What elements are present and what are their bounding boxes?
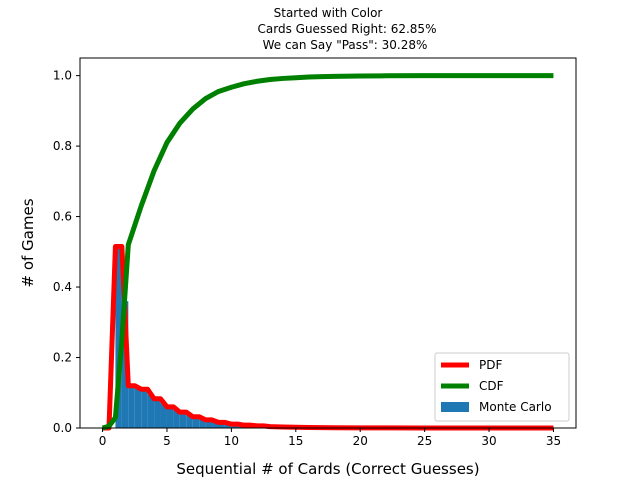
x-tick-label: 35 [546, 434, 561, 448]
y-tick-label: 0.4 [53, 280, 72, 294]
x-tick-label: 15 [288, 434, 303, 448]
y-tick-label: 0.6 [53, 210, 72, 224]
histogram-bar [224, 423, 232, 428]
x-axis-label: Sequential # of Cards (Correct Guesses) [176, 460, 479, 478]
y-axis-label: # of Games [19, 198, 37, 287]
x-tick-label: 25 [417, 434, 432, 448]
chart-title-line-2: Cards Guessed Right: 62.85% [258, 22, 437, 36]
series-line-cdf [101, 73, 554, 431]
x-tick-label: 30 [481, 434, 496, 448]
histogram-bar [154, 399, 161, 428]
histogram-bar [147, 394, 155, 428]
x-tick-label: 20 [353, 434, 368, 448]
histogram-bar [179, 412, 187, 428]
axes-frame [79, 57, 577, 429]
legend: PDF CDF Monte Carlo [434, 352, 570, 422]
y-tick-label: 1.0 [53, 69, 72, 83]
chart-title-line-1: Started with Color [274, 6, 383, 20]
x-tick-label: 10 [224, 434, 239, 448]
plot-area: 0 5 10 15 20 25 30 35 0.0 0.2 0.4 0.6 0.8 1.0 [53, 57, 577, 448]
histogram-bar [160, 403, 167, 428]
histogram-bar [205, 420, 213, 428]
histogram-bar [166, 407, 174, 428]
legend-label: Monte Carlo [479, 400, 552, 414]
y-tick-label: 0.2 [53, 351, 72, 365]
histogram-bar [212, 422, 219, 428]
chart-title: Started with Color Cards Guessed Right: … [258, 6, 437, 52]
histogram-bar [192, 417, 200, 428]
histogram-bar [115, 248, 122, 428]
y-tick-label: 0.8 [53, 139, 72, 153]
x-tick-label: 5 [163, 434, 171, 448]
histogram-bar [134, 387, 142, 428]
histogram-bar [199, 419, 206, 428]
legend-label: PDF [479, 358, 502, 372]
histogram-bar [128, 385, 135, 428]
y-tick-label: 0.0 [53, 421, 72, 435]
histogram-bar [173, 410, 180, 428]
chart-title-line-3: We can Say "Pass": 30.28% [263, 38, 428, 52]
legend-swatch-monte-carlo [441, 402, 469, 412]
x-tick-label: 0 [99, 434, 107, 448]
histogram-bar [186, 415, 193, 428]
histogram-bar [218, 423, 225, 428]
histogram-bar [141, 391, 148, 428]
legend-label: CDF [479, 379, 504, 393]
